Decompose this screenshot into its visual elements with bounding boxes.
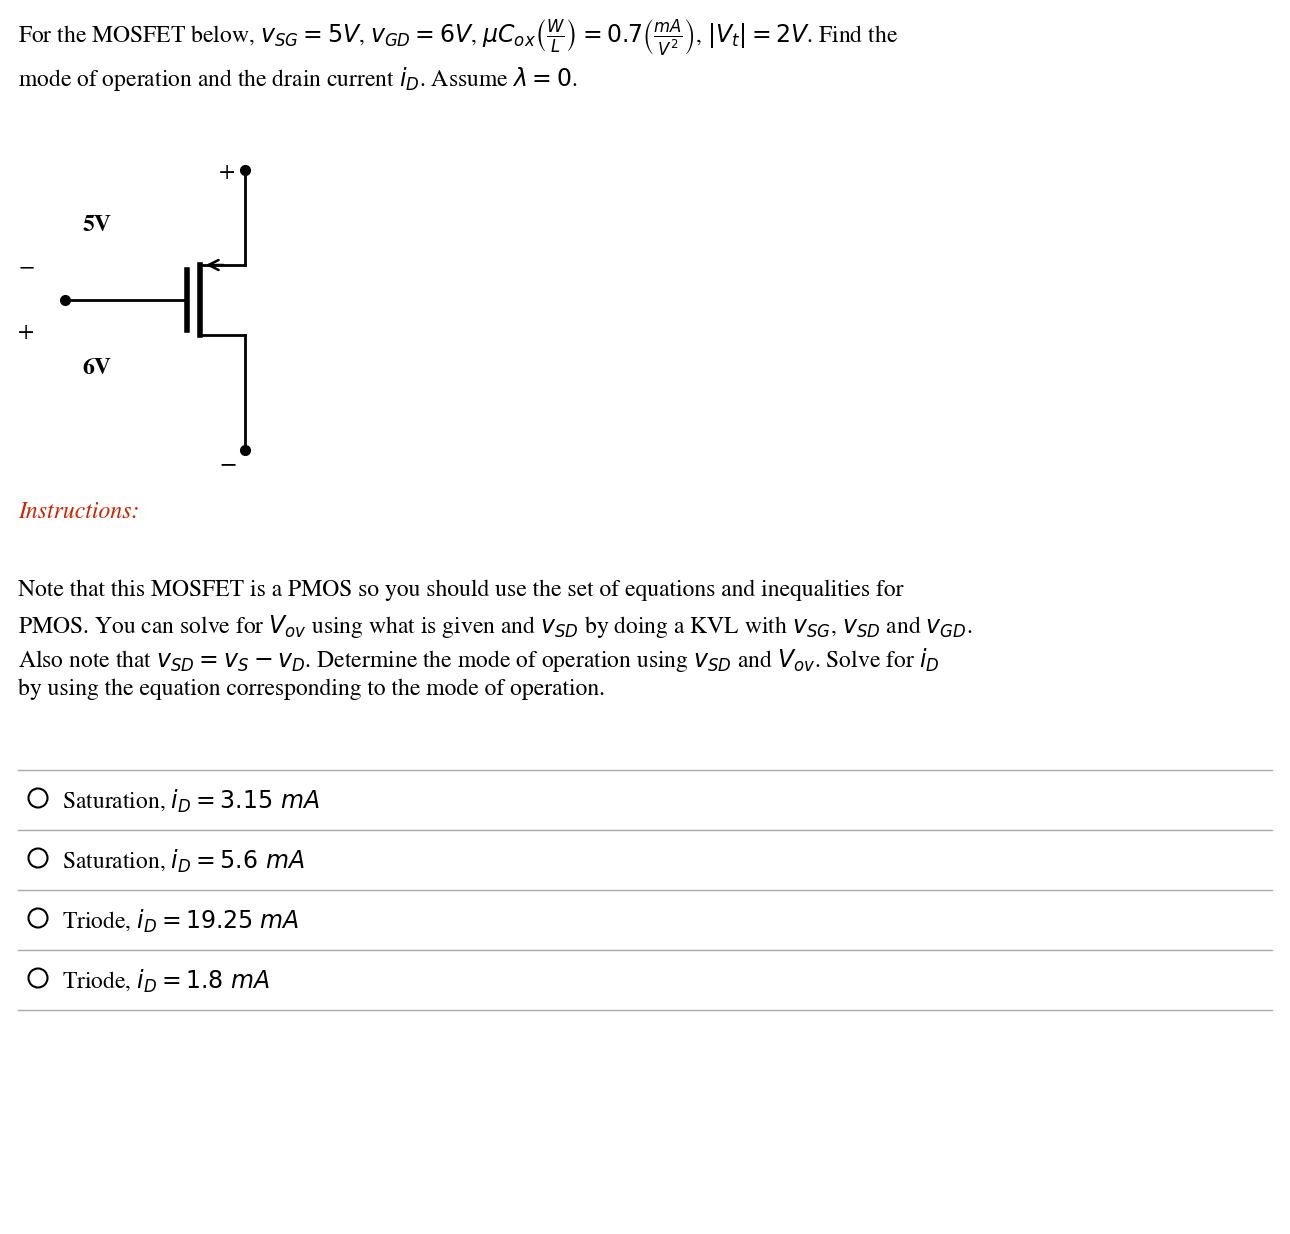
Text: Triode, $i_D = 1.8\ mA$: Triode, $i_D = 1.8\ mA$ (62, 967, 270, 995)
Text: For the MOSFET below, $v_{SG} = 5V$, $v_{GD} = 6V$, $\mu C_{ox} \left(\frac{W}{L: For the MOSFET below, $v_{SG} = 5V$, $v_… (18, 19, 898, 58)
Text: Saturation, $i_D = 3.15\ mA$: Saturation, $i_D = 3.15\ mA$ (62, 789, 320, 816)
Text: +: + (219, 162, 235, 184)
Text: 6V: 6V (83, 358, 111, 379)
Text: −: − (18, 258, 34, 279)
Text: Triode, $i_D = 19.25\ mA$: Triode, $i_D = 19.25\ mA$ (62, 908, 299, 935)
Text: mode of operation and the drain current $i_D$. Assume $\lambda = 0$.: mode of operation and the drain current … (18, 65, 578, 93)
Text: −: − (219, 452, 236, 476)
Text: +: + (18, 321, 34, 343)
Text: Instructions:: Instructions: (18, 500, 139, 522)
Text: Saturation, $i_D = 5.6\ mA$: Saturation, $i_D = 5.6\ mA$ (62, 848, 304, 875)
Text: Note that this MOSFET is a PMOS so you should use the set of equations and inequ: Note that this MOSFET is a PMOS so you s… (18, 580, 903, 601)
Text: 5V: 5V (83, 215, 111, 236)
Text: Also note that $v_{SD} = v_S - v_D$. Determine the mode of operation using $v_{S: Also note that $v_{SD} = v_S - v_D$. Det… (18, 647, 939, 674)
Text: PMOS. You can solve for $V_{ov}$ using what is given and $v_{SD}$ by doing a KVL: PMOS. You can solve for $V_{ov}$ using w… (18, 613, 973, 640)
Text: by using the equation corresponding to the mode of operation.: by using the equation corresponding to t… (18, 679, 605, 701)
